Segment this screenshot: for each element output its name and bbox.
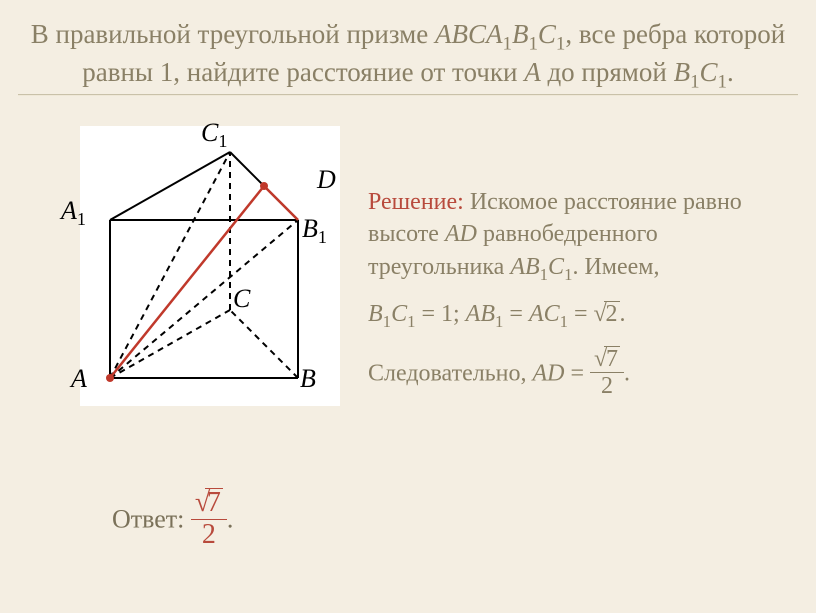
text: . [727,57,734,87]
var: AD [532,360,564,386]
sqrt-icon: 7 [195,488,223,519]
var: C [391,301,407,327]
solution-eq1: B1C1 = 1; AB1 = AC1 = 2. [368,298,786,333]
text: = [564,360,590,386]
label-D: D [317,165,336,195]
text: . [624,360,630,386]
solution-block: Решение: Искомое расстояние равно высоте… [368,186,786,402]
divider [18,94,798,96]
var: ABCA [435,19,503,49]
sqrt-icon: 2 [594,298,620,330]
sub: 1 [502,33,511,54]
var: AD [445,221,477,247]
sqrt-icon: 7 [594,346,620,372]
sub: 1 [718,71,727,92]
var: C [538,19,556,49]
var: AC [529,301,560,327]
var: C [700,57,718,87]
var: AB [510,254,539,280]
sub: 1 [560,312,568,331]
var: AB [466,301,495,327]
var: C [548,254,564,280]
var: B [674,57,691,87]
sub: 1 [383,312,391,331]
text: . Имеем, [572,254,659,280]
solution-label: Решение: [368,189,464,215]
label-C: C [233,284,250,314]
var: B [512,19,529,49]
label-A1: A1 [61,196,86,230]
fraction: 72 [191,488,227,551]
text: Следовательно, [368,360,532,386]
solution-eq2: Следовательно, AD = 72. [368,348,786,402]
sub: 1 [556,33,565,54]
text: = [568,301,594,327]
label-C1: C1 [201,118,227,152]
problem-statement: В правильной треугольной призме ABCA1B1C… [30,18,786,94]
slide: В правильной треугольной призме ABCA1B1C… [0,0,816,613]
solution-para1: Решение: Искомое расстояние равно высоте… [368,186,786,286]
text: = [503,301,529,327]
sub: 1 [690,71,699,92]
text: до прямой [541,57,674,87]
text: = 1; [415,301,465,327]
label-A: A [71,364,87,394]
fraction: 72 [590,346,624,400]
text: . [620,301,626,327]
label-B1: B1 [302,214,327,248]
var: A [524,57,541,87]
label-B: B [300,364,316,394]
text: В правильной треугольной призме [31,19,435,49]
text: . [227,504,234,533]
var: B [368,301,383,327]
answer-label: Ответ: [112,504,191,533]
answer-block: Ответ: 72. [112,490,233,553]
sub: 1 [540,265,548,284]
sub: 1 [528,33,537,54]
